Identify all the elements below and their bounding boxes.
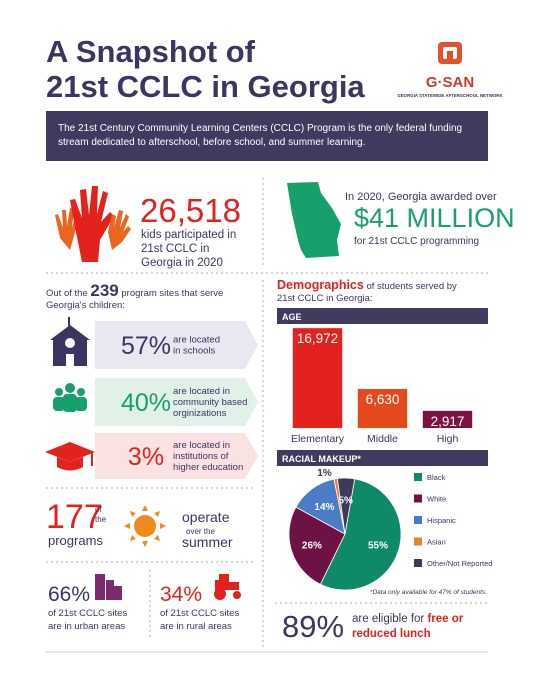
pie-label: 55% xyxy=(368,541,388,552)
pie-slice xyxy=(319,478,402,591)
legend-label: Black xyxy=(427,473,446,482)
legend-label: White xyxy=(427,495,446,504)
legend-swatch xyxy=(414,494,422,503)
title-line: A Snapshot of xyxy=(46,34,256,69)
cap-icon xyxy=(45,442,95,471)
row-band xyxy=(95,433,258,479)
title-line: 21st CCLC in Georgia xyxy=(46,69,365,104)
funding-lead: In 2020, Georgia awarded over xyxy=(345,191,497,203)
row-band xyxy=(95,321,258,369)
row-band xyxy=(95,378,258,426)
bar-value-label: 16,972 xyxy=(297,331,338,346)
summer-the: the xyxy=(95,515,107,524)
chart-title: AGE xyxy=(282,312,302,322)
summer-number: 177 xyxy=(46,498,103,536)
lunch-lead: are eligible for xyxy=(352,613,424,625)
location-text: of 21st CCLC sites xyxy=(48,608,127,619)
site-percent: 57% xyxy=(121,332,171,360)
legend-label: Asian xyxy=(427,538,446,547)
school-icon xyxy=(50,317,90,366)
site-text: higher education xyxy=(173,462,243,473)
pie-label: 5% xyxy=(338,495,353,506)
funding-amount: $41 MILLION xyxy=(354,203,515,233)
demographics-rest: of students served by xyxy=(366,281,457,292)
legend-label: Other/Not Reported xyxy=(427,559,492,568)
site-text: are located in xyxy=(173,386,230,397)
summer-programs: programs xyxy=(48,533,103,548)
bar-category: Middle xyxy=(367,433,398,445)
demographics-heading: 21st CCLC in Georgia: xyxy=(277,293,373,304)
legend-swatch xyxy=(414,559,422,567)
chart-note: *Data only available for 47% of students… xyxy=(370,589,487,596)
sites-intro: Out of the 239 program sites that serve xyxy=(46,281,223,300)
bar-category: High xyxy=(437,433,459,445)
tractor-icon xyxy=(214,574,241,600)
logo-text: G·SAN xyxy=(426,74,474,91)
bar xyxy=(422,410,473,428)
legend-swatch xyxy=(414,516,422,524)
summer-operate: operate xyxy=(182,509,230,525)
site-text: in schools xyxy=(173,346,215,357)
demographics-title: Demographics xyxy=(277,278,364,292)
pie-label: 26% xyxy=(302,541,322,552)
intro-banner xyxy=(46,111,488,161)
georgia-map xyxy=(287,182,341,258)
participation-text: kids participated in xyxy=(141,229,236,241)
summer-of: of xyxy=(95,505,102,514)
people-icon xyxy=(53,383,87,412)
site-percent: 40% xyxy=(121,389,171,417)
site-text: are located xyxy=(173,335,220,346)
site-text: orginizations xyxy=(173,408,227,419)
participation-number: 26,518 xyxy=(140,192,241,229)
sites-intro-post: program sites that serve xyxy=(121,288,223,299)
bar xyxy=(357,389,408,428)
buildings-icon xyxy=(95,574,122,600)
site-text: institutions of xyxy=(173,451,229,462)
chart-band xyxy=(277,308,488,324)
bar-category: Elementary xyxy=(291,433,345,445)
bar xyxy=(292,328,343,428)
summer-over: over the xyxy=(186,527,215,536)
legend-label: Hispanic xyxy=(427,516,456,525)
sun-icon xyxy=(124,505,166,547)
pie-slice xyxy=(336,477,356,535)
chart-title: RACIAL MAKEUP* xyxy=(282,454,361,464)
location-text: are in rural areas xyxy=(160,621,232,632)
lunch-highlight: free or xyxy=(427,613,463,625)
demographics-heading: Demographics of students served by xyxy=(277,278,457,292)
logo: G·SAN GEORGIA STATEWIDE AFTERSCHOOL NETW… xyxy=(397,42,503,98)
participation-text: Georgia in 2020 xyxy=(141,257,223,269)
location-percent: 66% xyxy=(48,583,90,606)
hands-icon xyxy=(55,186,131,262)
funding-tail: for 21st CCLC programming xyxy=(354,236,479,247)
locations: 66% of 21st CCLC sites are in urban areas 3… xyxy=(48,583,239,632)
bar-value-label: 6,630 xyxy=(366,392,400,407)
participation-text: 21st CCLC in xyxy=(141,243,209,255)
sites-intro-pre: Out of the xyxy=(46,288,88,299)
sites-count: 239 xyxy=(90,281,118,300)
legend-swatch xyxy=(414,473,422,481)
lunch-percent: 89% xyxy=(282,609,344,644)
lunch-text: are eligible for free or xyxy=(352,613,464,625)
site-text: are located in xyxy=(173,440,230,451)
lunch-highlight: reduced lunch xyxy=(352,628,431,640)
bar-value-label: 2,917 xyxy=(431,414,465,429)
chart-band xyxy=(277,450,488,466)
site-percent: 3% xyxy=(128,443,164,471)
location-percent: 34% xyxy=(160,583,202,606)
location-text: of 21st CCLC sites xyxy=(160,608,239,619)
pie-label: 14% xyxy=(314,502,334,513)
charts: AGE 16,972 Elementary 6,630 Middle 2,917 High R… xyxy=(277,308,492,596)
site-text: community based xyxy=(173,397,247,408)
pie-label: 1% xyxy=(317,468,332,479)
location-text: are in urban areas xyxy=(48,621,125,632)
sites-intro: Georgia's children: xyxy=(46,300,125,311)
intro-text: The 21st Century Community Learning Cent… xyxy=(58,123,462,134)
summer-season: summer xyxy=(182,534,233,550)
logo-tagline: GEORGIA STATEWIDE AFTERSCHOOL NETWORK xyxy=(397,93,503,98)
intro-text: stream dedicated to afterschool, before … xyxy=(58,137,365,148)
legend-swatch xyxy=(414,537,422,546)
